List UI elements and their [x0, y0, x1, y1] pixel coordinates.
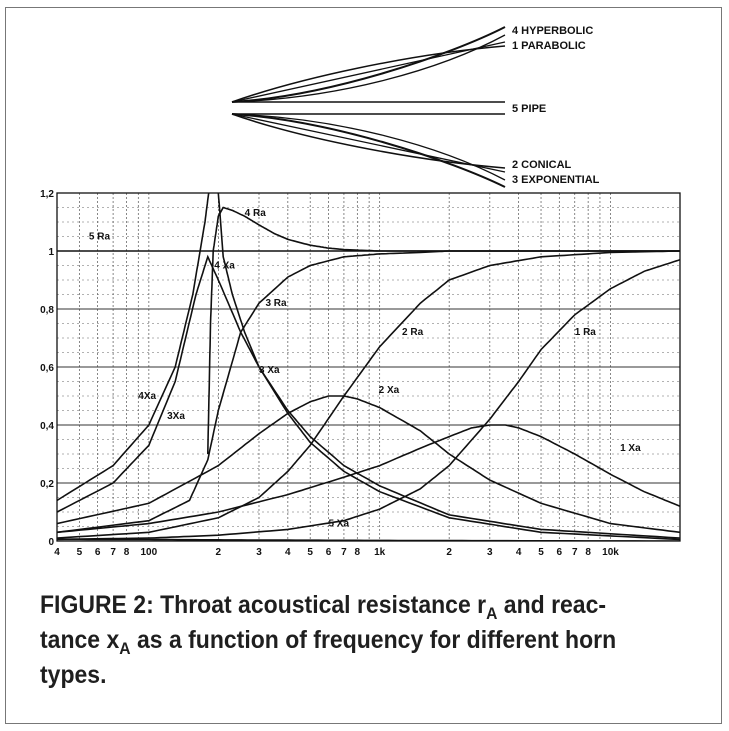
x-tick-label: 3: [256, 547, 262, 558]
y-tick-label: 0: [48, 537, 54, 548]
curve-label: 2 Xa: [379, 385, 400, 396]
curve-label: 5 Ra: [89, 231, 111, 242]
x-tick-label: 5: [538, 547, 544, 558]
x-tick-label: 3: [487, 547, 493, 558]
series-1-xa: [57, 424, 680, 534]
horn-hyperbolic-lower: [231, 113, 506, 188]
curve-label: 1 Xa: [620, 443, 641, 454]
x-tick-label: 4: [285, 547, 291, 558]
horn-label-parabolic: 1 PARABOLIC: [512, 40, 586, 52]
y-tick-label: 0,8: [40, 305, 54, 316]
caption-sub-2: A: [119, 639, 131, 658]
curve-label: 3Xa: [167, 411, 185, 422]
y-tick-label: 1,2: [40, 189, 54, 200]
y-tick-label: 0,4: [40, 421, 54, 432]
horn-label-exponential: 3 EXPONENTIAL: [512, 174, 600, 186]
curve-label: 2 Ra: [402, 327, 424, 338]
series-3-xa: [57, 254, 680, 539]
x-tick-label: 5: [77, 547, 83, 558]
x-tick-label: 8: [585, 547, 591, 558]
x-tick-label: 8: [124, 547, 130, 558]
x-tick-label: 100: [141, 547, 158, 558]
x-tick-label: 6: [326, 547, 332, 558]
series-1-ra: [57, 258, 680, 541]
caption-text-2: and reac-tance x: [40, 591, 607, 654]
figure-caption: FIGURE 2: Throat acoustical resistance r…: [40, 588, 647, 693]
y-tick-label: 0,6: [40, 363, 54, 374]
curve-label: 4 Xa: [214, 260, 235, 271]
curve-label: 3 Xa: [259, 365, 280, 376]
horn-label-hyperbolic: 4 HYPERBOLIC: [512, 25, 593, 37]
curve-label: 4 Ra: [245, 208, 267, 219]
x-tick-label: 4: [516, 547, 522, 558]
x-tick-label: 7: [341, 547, 347, 558]
horn-hyperbolic-upper: [231, 26, 506, 103]
curve-label: 3 Ra: [265, 298, 287, 309]
x-tick-label: 8: [355, 547, 361, 558]
series-2-xa: [57, 395, 680, 534]
caption-text-3: as a function of frequency for different…: [40, 626, 617, 689]
series-4-ra: [207, 206, 680, 455]
curve-label: 4Xa: [138, 391, 156, 402]
horn-label-pipe: 5 PIPE: [512, 103, 546, 115]
x-tick-label: 1k: [374, 547, 386, 558]
x-tick-label: 2: [216, 547, 222, 558]
horn-exponential-upper: [231, 34, 506, 103]
x-tick-label: 4: [54, 547, 60, 558]
y-tick-label: 1: [48, 247, 54, 258]
x-tick-label: 6: [557, 547, 563, 558]
x-tick-label: 10k: [602, 547, 619, 558]
curve-label: 1 Ra: [575, 327, 597, 338]
chart-area: 00,20,40,60,811,24 5 6 7 8 100 2 3 4 5 6 7 8 1k 2 3 4 5 6 7…: [40, 189, 681, 558]
caption-text-1: FIGURE 2: Throat acoustical resistance r: [40, 591, 487, 619]
horn-conical-upper: [231, 41, 506, 103]
horn-exponential-lower: [231, 113, 506, 181]
curve-label: 5 Xa: [328, 519, 349, 530]
x-tick-label: 5: [307, 547, 313, 558]
caption-sub-1: A: [486, 604, 498, 623]
figure-frame: [5, 7, 722, 724]
x-tick-label: 6: [95, 547, 101, 558]
x-tick-label: 2: [446, 547, 452, 558]
x-tick-label: 7: [110, 547, 116, 558]
horn-label-conical: 2 CONICAL: [512, 159, 572, 171]
y-tick-label: 0,2: [40, 479, 54, 490]
horn-profile-sketch: 4 HYPERBOLIC 1 PARABOLIC 5 PIPE 2 CONICA…: [231, 25, 600, 188]
series-4-xa: [57, 193, 680, 541]
horn-conical-lower: [231, 113, 506, 173]
series-5-xa: [57, 538, 680, 541]
x-tick-label: 7: [572, 547, 578, 558]
series-2-ra: [57, 250, 680, 539]
